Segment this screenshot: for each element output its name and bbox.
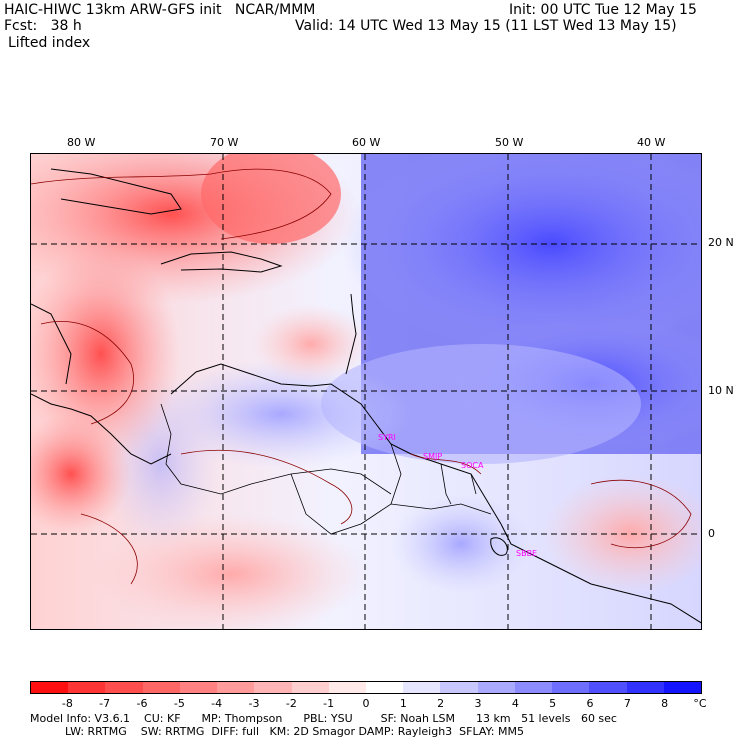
model-title: HAIC-HIWC 13km ARW-GFS init NCAR/MMM: [4, 2, 316, 18]
south-pink: [91, 514, 371, 629]
color-scale-tick-label: 7: [623, 697, 631, 710]
color-scale-tick-label: 0: [362, 697, 370, 710]
lat-label-0: 0: [708, 527, 715, 540]
color-scale-tick-label: 2: [437, 697, 445, 710]
color-scale-tick-label: -8: [61, 697, 73, 710]
color-swatch: [440, 682, 478, 693]
borders: [160, 403, 492, 535]
contours: [31, 168, 692, 585]
color-swatch: [254, 682, 292, 693]
color-swatch: [68, 682, 106, 693]
init-time: Init: 00 UTC Tue 12 May 15: [509, 2, 697, 18]
color-scale-tick-label: 6: [586, 697, 594, 710]
color-swatch: [142, 682, 180, 693]
color-swatch: [291, 682, 329, 693]
lon-label-50w: 50 W: [495, 136, 524, 149]
graticule: [31, 154, 701, 629]
color-scale-tick-label: -3: [248, 697, 260, 710]
forecast-hour: Fcst: 38 h: [4, 18, 82, 34]
color-scale-tick-label: 8: [661, 697, 669, 710]
lon-label-80w: 80 W: [67, 136, 96, 149]
model-info-line1: Model Info: V3.6.1 CU: KF MP: Thompson P…: [30, 712, 617, 725]
color-scale-bar: [30, 681, 702, 694]
color-scale-tick-label: -6: [136, 697, 148, 710]
color-scale-tick-label: 4: [511, 697, 519, 710]
color-swatch: [626, 682, 664, 693]
color-swatch: [179, 682, 218, 693]
color-swatch: [328, 682, 366, 693]
field-name: Lifted index: [8, 35, 91, 51]
mid-pink: [251, 304, 371, 384]
lat-label-20n: 20 N: [708, 236, 734, 249]
color-scale-tick-label: -4: [211, 697, 223, 710]
color-scale-unit: °C: [693, 697, 707, 710]
blue-core: [341, 154, 701, 354]
central-america-red: [31, 244, 181, 464]
color-swatch: [217, 682, 255, 693]
color-swatch: [552, 682, 590, 693]
color-swatch: [365, 682, 404, 693]
color-scale-tick-label: -5: [173, 697, 185, 710]
color-scale-tick-label: 1: [399, 697, 407, 710]
lifted-index-map: [30, 153, 702, 630]
color-swatch: [477, 682, 515, 693]
station-sbbe: SBBE: [516, 549, 538, 558]
colombia-red: [31, 414, 131, 534]
color-swatch: [31, 682, 69, 693]
color-swatch: [403, 682, 441, 693]
station-smjp: SMJP: [423, 452, 443, 461]
station-syri: SYRI: [378, 433, 396, 442]
station-soca: SOCA: [461, 461, 484, 470]
color-swatch: [105, 682, 143, 693]
valid-time: Valid: 14 UTC Wed 13 May 15 (11 LST Wed …: [295, 18, 677, 34]
lat-label-10n: 10 N: [708, 384, 734, 397]
coastlines: [31, 168, 701, 624]
lon-label-70w: 70 W: [210, 136, 239, 149]
lon-label-40w: 40 W: [637, 136, 666, 149]
color-scale-tick-label: -7: [99, 697, 111, 710]
color-scale-tick-label: -1: [323, 697, 335, 710]
amazon-blue: [391, 494, 531, 594]
color-swatch: [589, 682, 627, 693]
color-scale-tick-label: 5: [549, 697, 557, 710]
map-svg: [31, 154, 701, 629]
lon-label-60w: 60 W: [352, 136, 381, 149]
color-swatch: [514, 682, 553, 693]
color-swatch: [663, 682, 701, 693]
model-info-line2: LW: RRTMG SW: RRTMG DIFF: full KM: 2D Sm…: [30, 725, 524, 738]
color-scale-tick-label: 3: [474, 697, 482, 710]
color-scale-tick-label: -2: [285, 697, 297, 710]
